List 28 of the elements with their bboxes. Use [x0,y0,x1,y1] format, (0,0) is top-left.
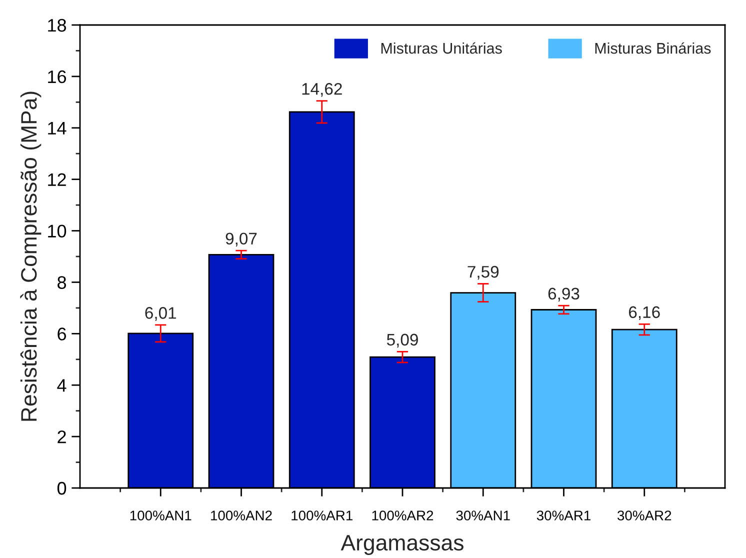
data-label: 6,01 [145,307,176,321]
x-tick-label: 100%AR1 [292,510,352,520]
data-label: 14,62 [302,83,342,97]
y-tick-label: 6 [58,328,66,340]
x-tick-label: 30%AR1 [536,510,590,520]
y-tick-label: 14 [48,122,66,134]
x-tick-label: 30%AN1 [456,510,510,520]
data-label: 7,59 [468,266,499,280]
y-tick-label: 4 [57,379,66,392]
y-tick-label: 2 [58,430,66,444]
data-label: 6,93 [548,288,580,302]
data-label: 9,07 [226,232,257,246]
x-tick-label: 100%AR2 [372,510,434,520]
y-tick-label: 18 [48,18,66,32]
x-tick-label: 100%AN1 [130,510,192,520]
x-axis-title: Argamassas [340,535,464,555]
legend-label: Misturas Binárias [595,42,711,54]
legend-label: Misturas Unitárias [381,42,502,54]
y-tick-label: 10 [48,224,66,238]
y-tick-label: 8 [58,276,66,289]
y-axis-title: Resistência à Compressão (MPa) [20,92,42,421]
y-tick-label: 16 [48,70,66,84]
data-label: 6,16 [629,306,660,320]
x-tick-label: 100%AN2 [211,510,272,520]
y-tick-label: 12 [48,173,66,186]
x-tick-label: 30%AR2 [617,510,672,520]
data-label: 5,09 [386,334,418,348]
y-tick-label: 0 [57,482,66,495]
